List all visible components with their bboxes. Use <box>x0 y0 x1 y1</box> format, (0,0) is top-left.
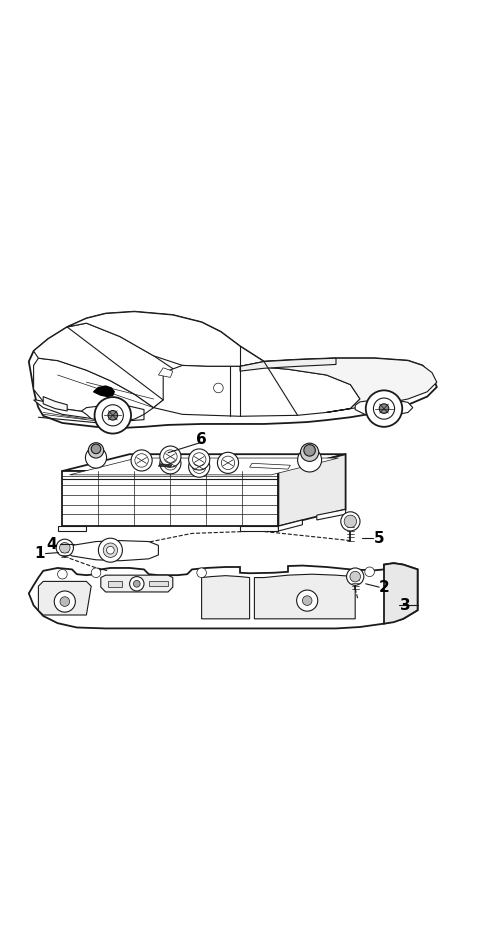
Circle shape <box>217 452 239 474</box>
Circle shape <box>300 443 319 462</box>
Circle shape <box>189 449 210 470</box>
Circle shape <box>95 398 131 433</box>
Circle shape <box>297 590 318 611</box>
Circle shape <box>133 580 140 587</box>
Circle shape <box>192 460 206 474</box>
Polygon shape <box>62 454 346 471</box>
Circle shape <box>58 569 67 579</box>
Polygon shape <box>202 576 250 619</box>
Circle shape <box>298 448 322 472</box>
Circle shape <box>189 456 210 478</box>
Circle shape <box>373 398 395 419</box>
Polygon shape <box>250 463 290 469</box>
Polygon shape <box>38 581 91 615</box>
Circle shape <box>56 539 73 557</box>
Circle shape <box>135 454 148 467</box>
Circle shape <box>88 443 104 458</box>
Circle shape <box>60 597 70 607</box>
Polygon shape <box>34 400 144 421</box>
Circle shape <box>379 404 389 414</box>
Polygon shape <box>58 527 86 531</box>
Polygon shape <box>34 323 182 408</box>
Text: 2: 2 <box>379 579 389 594</box>
Polygon shape <box>62 541 158 560</box>
Polygon shape <box>70 458 338 475</box>
Circle shape <box>197 568 206 577</box>
Text: 6: 6 <box>196 432 207 447</box>
Polygon shape <box>278 454 346 527</box>
Polygon shape <box>158 463 172 467</box>
Polygon shape <box>384 563 418 624</box>
Circle shape <box>102 405 123 426</box>
Text: 4: 4 <box>47 537 57 552</box>
Circle shape <box>214 383 223 393</box>
Text: 5: 5 <box>374 530 384 545</box>
Circle shape <box>350 571 360 582</box>
Circle shape <box>160 447 181 467</box>
Polygon shape <box>240 358 437 413</box>
Polygon shape <box>317 510 346 520</box>
Polygon shape <box>278 520 302 531</box>
Circle shape <box>60 543 70 553</box>
Circle shape <box>344 515 357 528</box>
Circle shape <box>91 444 101 454</box>
Circle shape <box>164 457 177 470</box>
Text: 1: 1 <box>34 546 45 561</box>
Polygon shape <box>149 581 168 586</box>
Circle shape <box>103 543 118 558</box>
Polygon shape <box>34 358 154 414</box>
Polygon shape <box>29 563 418 628</box>
Polygon shape <box>154 365 360 416</box>
Circle shape <box>130 577 144 591</box>
Polygon shape <box>108 581 122 587</box>
Polygon shape <box>43 397 67 411</box>
Circle shape <box>365 567 374 577</box>
Circle shape <box>164 450 177 463</box>
Polygon shape <box>29 312 437 428</box>
Polygon shape <box>94 386 114 397</box>
Circle shape <box>221 456 235 469</box>
Circle shape <box>98 538 122 562</box>
Circle shape <box>192 453 206 466</box>
Circle shape <box>341 512 360 531</box>
Polygon shape <box>355 400 413 416</box>
Polygon shape <box>67 312 264 366</box>
Circle shape <box>302 595 312 606</box>
Circle shape <box>54 591 75 612</box>
Polygon shape <box>240 358 336 371</box>
Text: 3: 3 <box>400 598 411 613</box>
Circle shape <box>131 450 152 471</box>
Circle shape <box>85 447 107 468</box>
Polygon shape <box>101 576 173 592</box>
Polygon shape <box>82 405 144 421</box>
Circle shape <box>160 453 181 474</box>
Polygon shape <box>62 471 278 527</box>
Circle shape <box>108 411 118 420</box>
Polygon shape <box>254 575 355 619</box>
Circle shape <box>91 568 101 577</box>
Circle shape <box>107 546 114 554</box>
Circle shape <box>347 568 364 585</box>
Polygon shape <box>240 527 278 531</box>
Polygon shape <box>158 367 173 378</box>
Circle shape <box>304 445 315 456</box>
Circle shape <box>366 390 402 427</box>
